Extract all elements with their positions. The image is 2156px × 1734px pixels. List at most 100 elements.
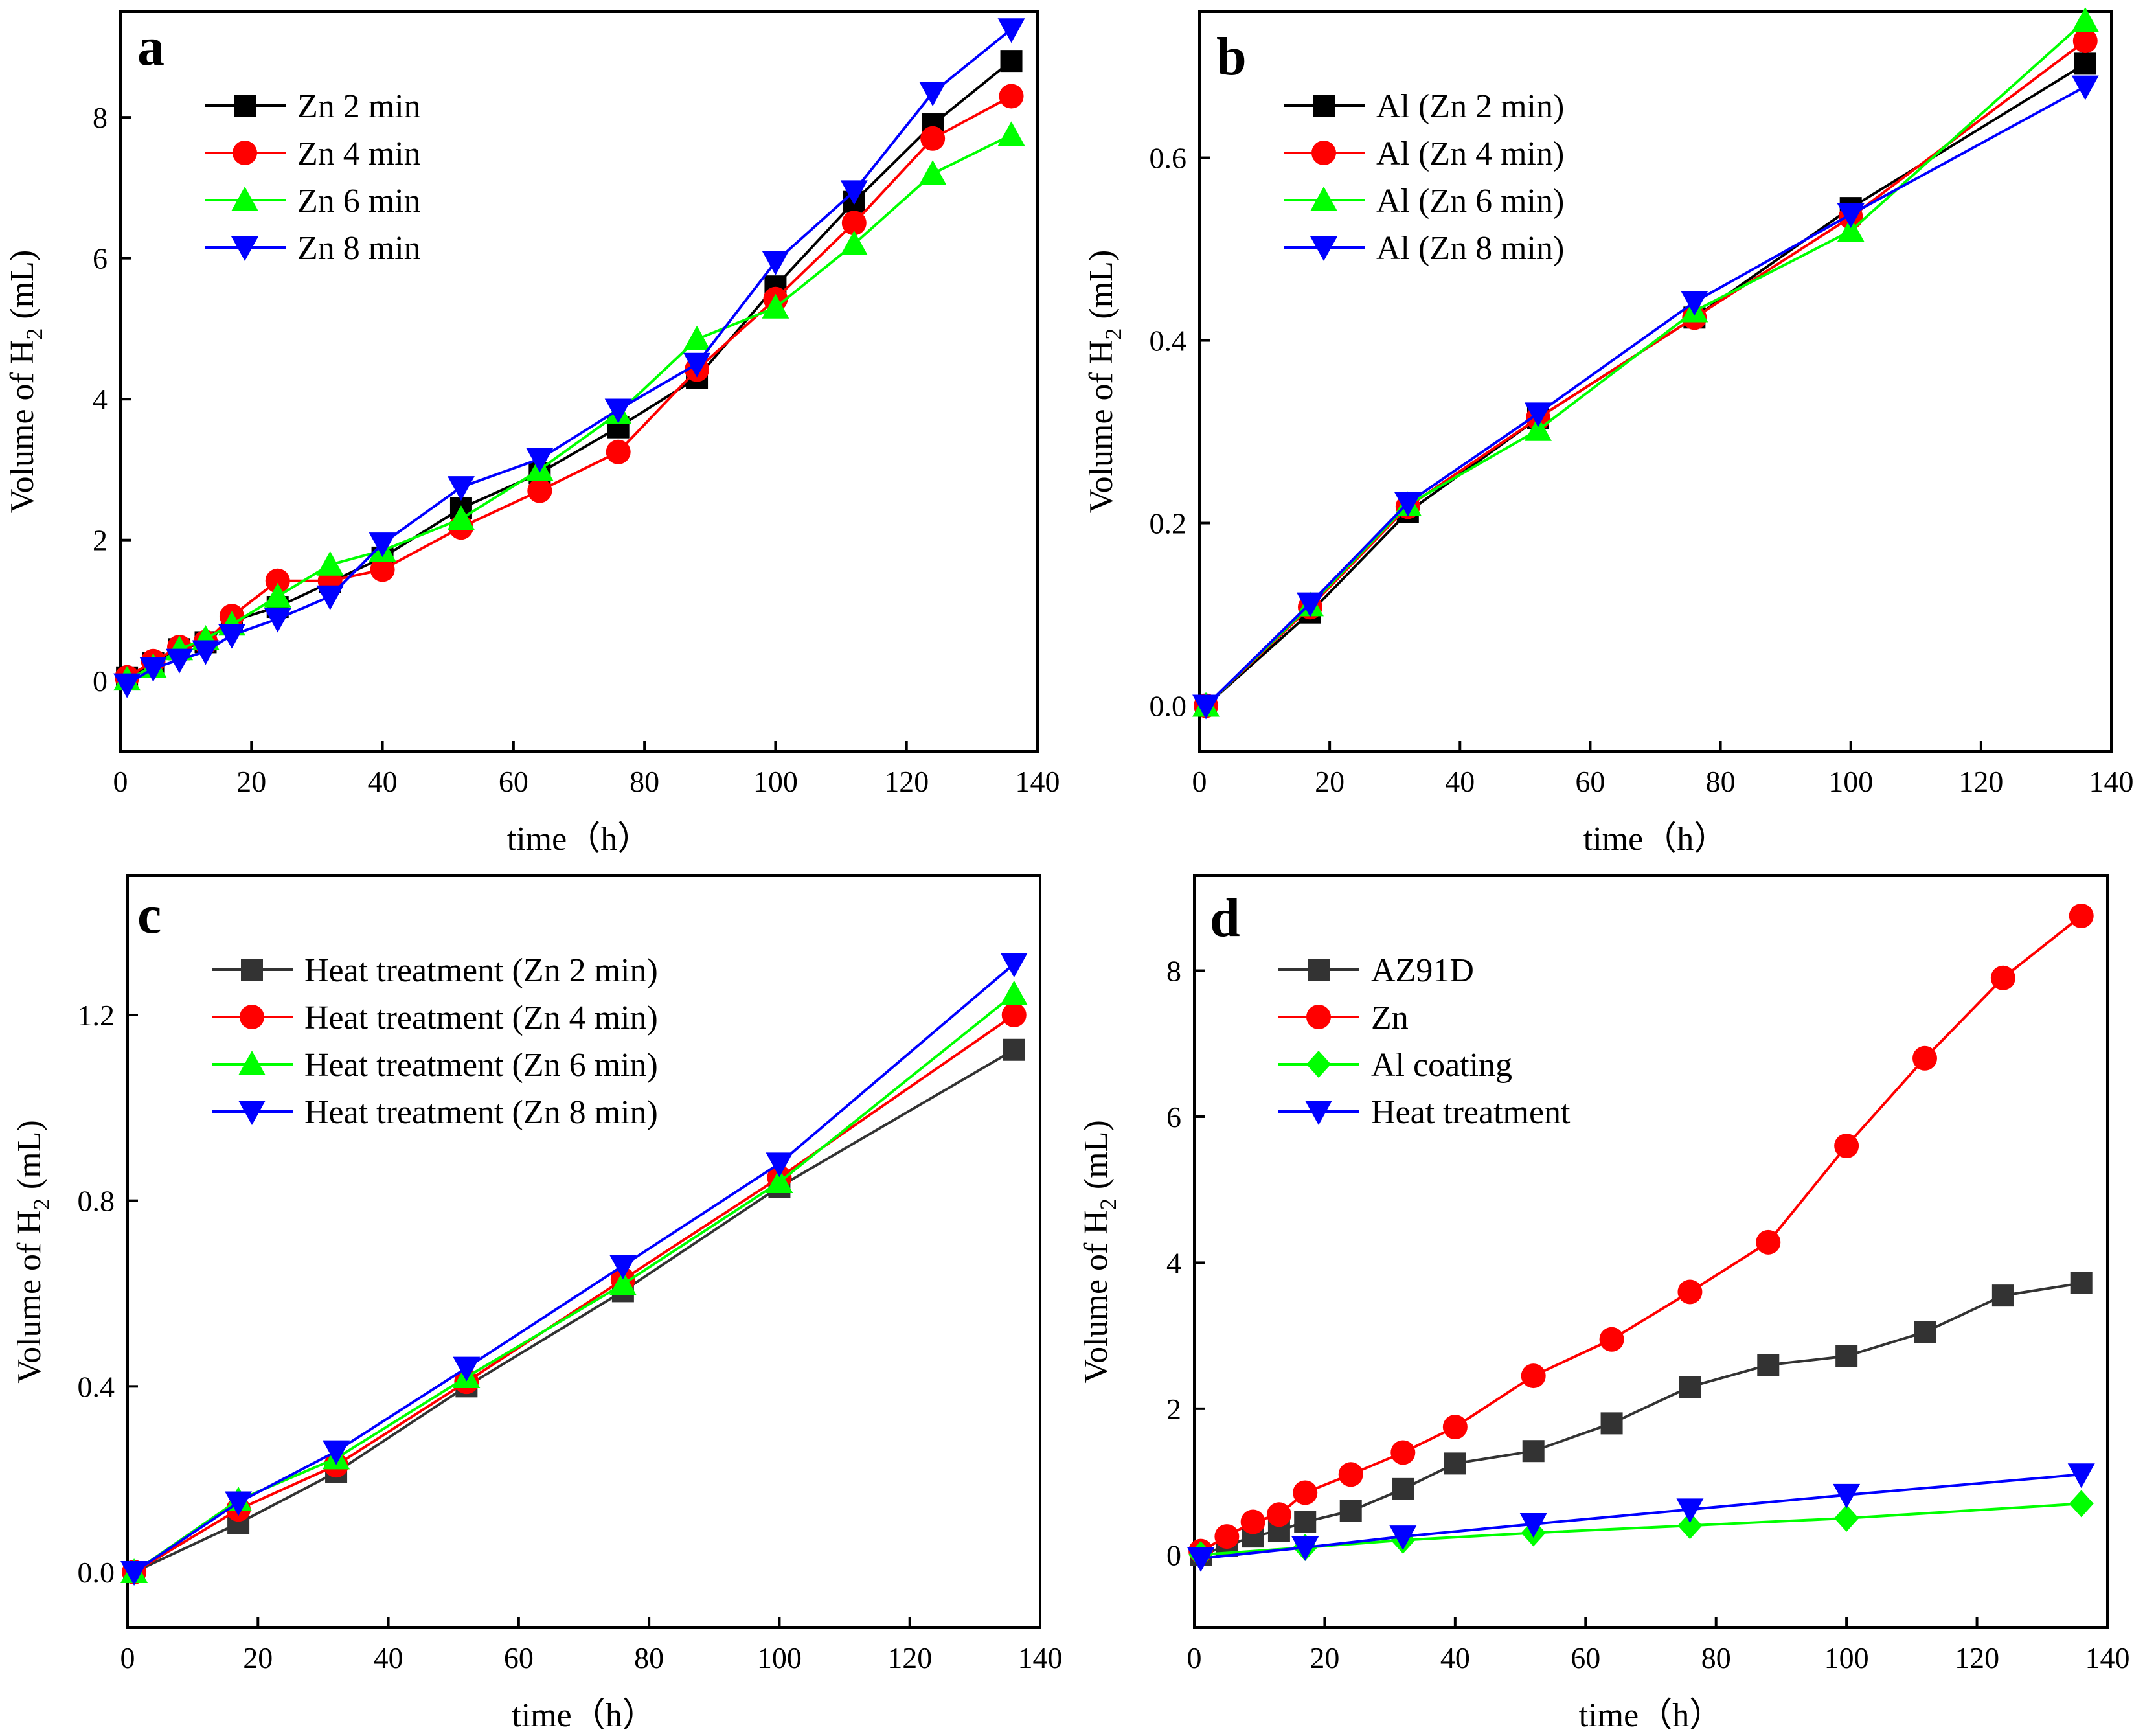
x-tick-label: 80	[630, 765, 659, 798]
series-line	[1200, 1502, 2082, 1557]
series-Zn	[1188, 903, 2094, 1564]
data-point	[1389, 1525, 1417, 1551]
panel-letter: d	[1210, 888, 1240, 948]
data-point	[1214, 1524, 1240, 1549]
legend: Al (Zn 2 min) Al (Zn 4 min) Al (Zn 6 min) A…	[1284, 88, 1564, 267]
x-tick-label: 40	[1440, 1641, 1470, 1674]
data-point	[1444, 1452, 1466, 1475]
y-tick-label: 0	[93, 665, 108, 698]
data-point	[1296, 592, 1324, 617]
data-point	[316, 551, 344, 576]
plot-frame	[1198, 10, 2113, 753]
data-point	[1000, 953, 1028, 978]
legend-marker	[1310, 187, 1337, 211]
data-point	[609, 1255, 637, 1279]
data-point	[447, 476, 475, 501]
data-point	[139, 657, 167, 682]
data-point	[1394, 492, 1422, 517]
data-point	[218, 624, 245, 649]
series-Al coating	[1188, 1490, 2094, 1569]
series-Zn 8 min	[113, 18, 1025, 698]
y-tick-label: 0.8	[78, 1185, 115, 1218]
legend-marker	[231, 236, 258, 261]
x-tick-label: 100	[1828, 765, 1873, 798]
legend-label: Al (Zn 2 min)	[1376, 88, 1564, 125]
panel-d: 0 20 40 60 80 100 120 140 0 2 4 6 8 time（h） Volume of …	[1078, 874, 2130, 1734]
x-tick-label: 60	[1571, 1641, 1600, 1674]
data-point	[1338, 1462, 1363, 1487]
x-tick-label: 140	[1018, 1641, 1063, 1674]
legend-marker	[1305, 1101, 1332, 1125]
data-point	[1519, 1512, 1547, 1538]
series-AZ91D	[1190, 1272, 2093, 1566]
data-point	[370, 557, 395, 582]
series-line	[126, 133, 1012, 681]
x-tick-label: 140	[2085, 1641, 2130, 1674]
data-point	[264, 582, 291, 608]
data-point	[999, 84, 1024, 109]
series-line	[1205, 85, 2086, 707]
legend-marker	[238, 1101, 266, 1125]
data-point	[683, 352, 711, 378]
data-point	[225, 1491, 253, 1516]
legend: AZ91D Zn Al coating Heat treatment	[1278, 952, 1571, 1131]
series-Heat treatment (Zn 8 min)	[120, 953, 1028, 1586]
x-tick-label: 120	[887, 1641, 932, 1674]
legend-marker	[234, 95, 256, 117]
y-tick-label: 4	[1166, 1246, 1181, 1279]
data-point	[1677, 1512, 1703, 1540]
data-point	[683, 325, 711, 350]
data-point	[1676, 1498, 1704, 1523]
data-point	[606, 439, 631, 464]
data-point	[1990, 965, 2015, 990]
data-point	[1914, 1321, 1936, 1343]
data-point	[1681, 291, 1708, 316]
y-tick-label: 0.4	[78, 1370, 115, 1403]
panel-a: 0 20 40 60 80 100 120 140 0 2 4 6 8 time（h） Volume of …	[4, 10, 1060, 858]
data-point	[1294, 1511, 1317, 1533]
y-axis-title: Volume of H2(mL)	[4, 250, 47, 514]
data-point	[1293, 1480, 1318, 1505]
data-point	[1837, 203, 1865, 228]
x-tick-label: 100	[757, 1641, 802, 1674]
x-axis-title: time（h）	[512, 1697, 655, 1734]
plot-frame	[119, 10, 1039, 753]
panel-letter: b	[1216, 27, 1247, 87]
legend-label: AZ91D	[1371, 952, 1474, 989]
data-point	[1524, 416, 1552, 441]
data-point	[447, 505, 475, 530]
series-Heat treatment (Zn 4 min)	[122, 1003, 1027, 1584]
x-tick-label: 80	[1701, 1641, 1731, 1674]
data-point	[1834, 1134, 1859, 1159]
x-axis-title: time（h）	[1583, 821, 1727, 858]
data-point	[1266, 1502, 1291, 1527]
data-point	[1187, 1547, 1215, 1572]
legend-marker	[241, 959, 263, 981]
x-tick-label: 60	[499, 765, 528, 798]
data-point	[1677, 1279, 1703, 1305]
data-point	[762, 251, 789, 276]
y-tick-label: 0.6	[1150, 142, 1187, 175]
data-point	[604, 398, 632, 424]
legend-marker	[1311, 141, 1336, 165]
legend-label: Al coating	[1371, 1047, 1512, 1084]
data-point	[920, 126, 946, 151]
data-point	[1192, 694, 1220, 720]
x-tick-label: 120	[1958, 765, 2003, 798]
plot-frame	[1193, 874, 2109, 1629]
data-point	[323, 1440, 350, 1465]
data-point	[1991, 1284, 2014, 1307]
data-point	[1756, 1229, 1781, 1255]
data-point	[997, 18, 1025, 43]
data-point	[1521, 1363, 1546, 1389]
legend-label: Zn 8 min	[297, 230, 421, 267]
series-line	[1200, 1282, 2082, 1557]
data-point	[1000, 980, 1028, 1005]
data-point	[1291, 1536, 1319, 1562]
data-point	[766, 1152, 793, 1178]
legend-label: Al (Zn 4 min)	[1376, 135, 1564, 172]
y-tick-label: 0	[1166, 1538, 1181, 1571]
x-tick-label: 40	[374, 1641, 403, 1674]
x-tick-label: 100	[1824, 1641, 1869, 1674]
